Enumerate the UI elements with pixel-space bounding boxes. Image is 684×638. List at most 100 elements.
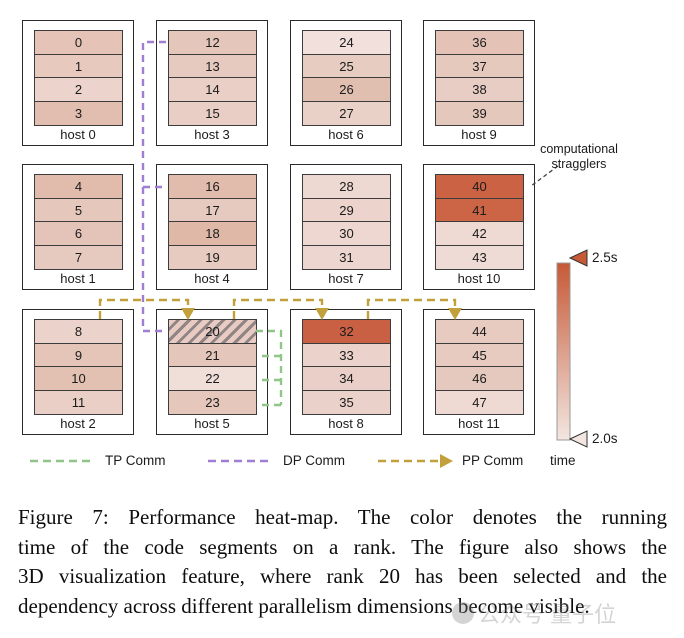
rank-cell-43[interactable]: 43: [435, 244, 524, 270]
rank-cell-37[interactable]: 37: [435, 53, 524, 79]
rank-label: 33: [339, 347, 354, 363]
colorbar-max-label: 2.5s: [592, 250, 618, 265]
rank-label: 23: [205, 394, 220, 410]
rank-cells: 24 25 26 27: [302, 30, 391, 126]
host-box-host-9: 36 37 38 39 host 9: [423, 20, 535, 146]
host-label: host 6: [328, 127, 364, 142]
rank-label: 25: [339, 58, 354, 74]
host-box-host-6: 24 25 26 27 host 6: [290, 20, 402, 146]
rank-cell-16[interactable]: 16: [168, 174, 257, 199]
rank-cell-14[interactable]: 14: [168, 77, 257, 102]
rank-label: 42: [472, 226, 487, 241]
rank-cell-12[interactable]: 12: [168, 30, 257, 55]
watermark-logo-icon: [452, 602, 474, 624]
rank-cell-15[interactable]: 15: [168, 100, 257, 126]
host-label: host 7: [328, 271, 364, 286]
rank-cell-38[interactable]: 38: [435, 77, 524, 102]
rank-cell-39[interactable]: 39: [435, 100, 524, 126]
rank-label: 2: [74, 82, 83, 97]
rank-cell-13[interactable]: 13: [168, 53, 257, 79]
caption-line-3: 3D visualization feature, where rank 20 …: [18, 564, 667, 588]
rank-cell-11[interactable]: 11: [34, 389, 123, 415]
rank-cell-2[interactable]: 2: [34, 77, 123, 102]
rank-label: 28: [339, 179, 354, 194]
rank-cell-8[interactable]: 8: [34, 319, 123, 344]
rank-cell-5[interactable]: 5: [34, 197, 123, 223]
rank-label: 45: [472, 347, 487, 363]
legend-pp-label: PP Comm: [462, 453, 524, 468]
host-box-host-10: 40 41 42 43 host 10: [423, 164, 535, 290]
rank-cells: 20 21 22 23: [168, 319, 257, 415]
rank-cell-21[interactable]: 21: [168, 342, 257, 368]
rank-cell-42[interactable]: 42: [435, 221, 524, 246]
rank-cell-1[interactable]: 1: [34, 53, 123, 79]
rank-cells: 4 5 6 7: [34, 174, 123, 270]
rank-cell-24[interactable]: 24: [302, 30, 391, 55]
rank-label: 4: [74, 179, 83, 194]
rank-cell-3[interactable]: 3: [34, 100, 123, 126]
rank-cell-28[interactable]: 28: [302, 174, 391, 199]
rank-label: 46: [472, 371, 487, 386]
rank-label: 17: [205, 202, 220, 218]
host-box-host-4: 16 17 18 19 host 4: [156, 164, 268, 290]
rank-label: 3: [74, 105, 83, 121]
rank-label: 5: [74, 202, 83, 218]
rank-cell-47[interactable]: 47: [435, 389, 524, 415]
rank-cell-26[interactable]: 26: [302, 77, 391, 102]
rank-cell-22[interactable]: 22: [168, 366, 257, 391]
host-label: host 5: [194, 416, 230, 431]
rank-label: 27: [339, 105, 354, 121]
host-box-host-8: 32 33 34 35 host 8: [290, 309, 402, 435]
rank-cell-41[interactable]: 41: [435, 197, 524, 223]
rank-label: 10: [71, 371, 86, 386]
rank-cell-44[interactable]: 44: [435, 319, 524, 344]
rank-cell-40[interactable]: 40: [435, 174, 524, 199]
rank-cell-6[interactable]: 6: [34, 221, 123, 246]
rank-label: 9: [74, 347, 83, 363]
rank-label: 16: [205, 179, 220, 194]
rank-cell-10[interactable]: 10: [34, 366, 123, 391]
host-label: host 11: [458, 416, 500, 431]
rank-cell-4[interactable]: 4: [34, 174, 123, 199]
host-box-host-0: 0 1 2 3 host 0: [22, 20, 134, 146]
rank-cell-35[interactable]: 35: [302, 389, 391, 415]
rank-label: 47: [472, 394, 487, 410]
rank-label: 1: [74, 58, 83, 74]
rank-cells: 32 33 34 35: [302, 319, 391, 415]
rank-cell-19[interactable]: 19: [168, 244, 257, 270]
rank-cell-17[interactable]: 17: [168, 197, 257, 223]
rank-label: 12: [205, 35, 220, 50]
watermark-text: 公众号 量子位: [478, 602, 617, 627]
rank-cell-46[interactable]: 46: [435, 366, 524, 391]
rank-label: 15: [205, 105, 220, 121]
caption-line-4: dependency across different parallelism …: [18, 593, 590, 618]
rank-cell-45[interactable]: 45: [435, 342, 524, 368]
rank-cell-23[interactable]: 23: [168, 389, 257, 415]
rank-cell-20-selected[interactable]: 20: [168, 319, 257, 344]
rank-label: 43: [472, 249, 487, 265]
rank-cells: 40 41 42 43: [435, 174, 524, 270]
rank-cell-25[interactable]: 25: [302, 53, 391, 79]
rank-cell-27[interactable]: 27: [302, 100, 391, 126]
rank-cell-9[interactable]: 9: [34, 342, 123, 368]
rank-cell-33[interactable]: 33: [302, 342, 391, 368]
rank-label: 37: [472, 58, 487, 74]
rank-cell-32[interactable]: 32: [302, 319, 391, 344]
rank-cell-34[interactable]: 34: [302, 366, 391, 391]
rank-cell-7[interactable]: 7: [34, 244, 123, 270]
host-label: host 3: [194, 127, 230, 142]
rank-cells: 36 37 38 39: [435, 30, 524, 126]
rank-label: 26: [339, 82, 354, 97]
rank-label: 19: [205, 249, 220, 265]
rank-cell-18[interactable]: 18: [168, 221, 257, 246]
rank-cell-30[interactable]: 30: [302, 221, 391, 246]
host-box-host-3: 12 13 14 15 host 3: [156, 20, 268, 146]
rank-cell-36[interactable]: 36: [435, 30, 524, 55]
host-box-host-1: 4 5 6 7 host 1: [22, 164, 134, 290]
rank-cell-29[interactable]: 29: [302, 197, 391, 223]
rank-cell-0[interactable]: 0: [34, 30, 123, 55]
rank-cell-31[interactable]: 31: [302, 244, 391, 270]
rank-label: 18: [205, 226, 220, 241]
host-label: host 2: [60, 416, 96, 431]
